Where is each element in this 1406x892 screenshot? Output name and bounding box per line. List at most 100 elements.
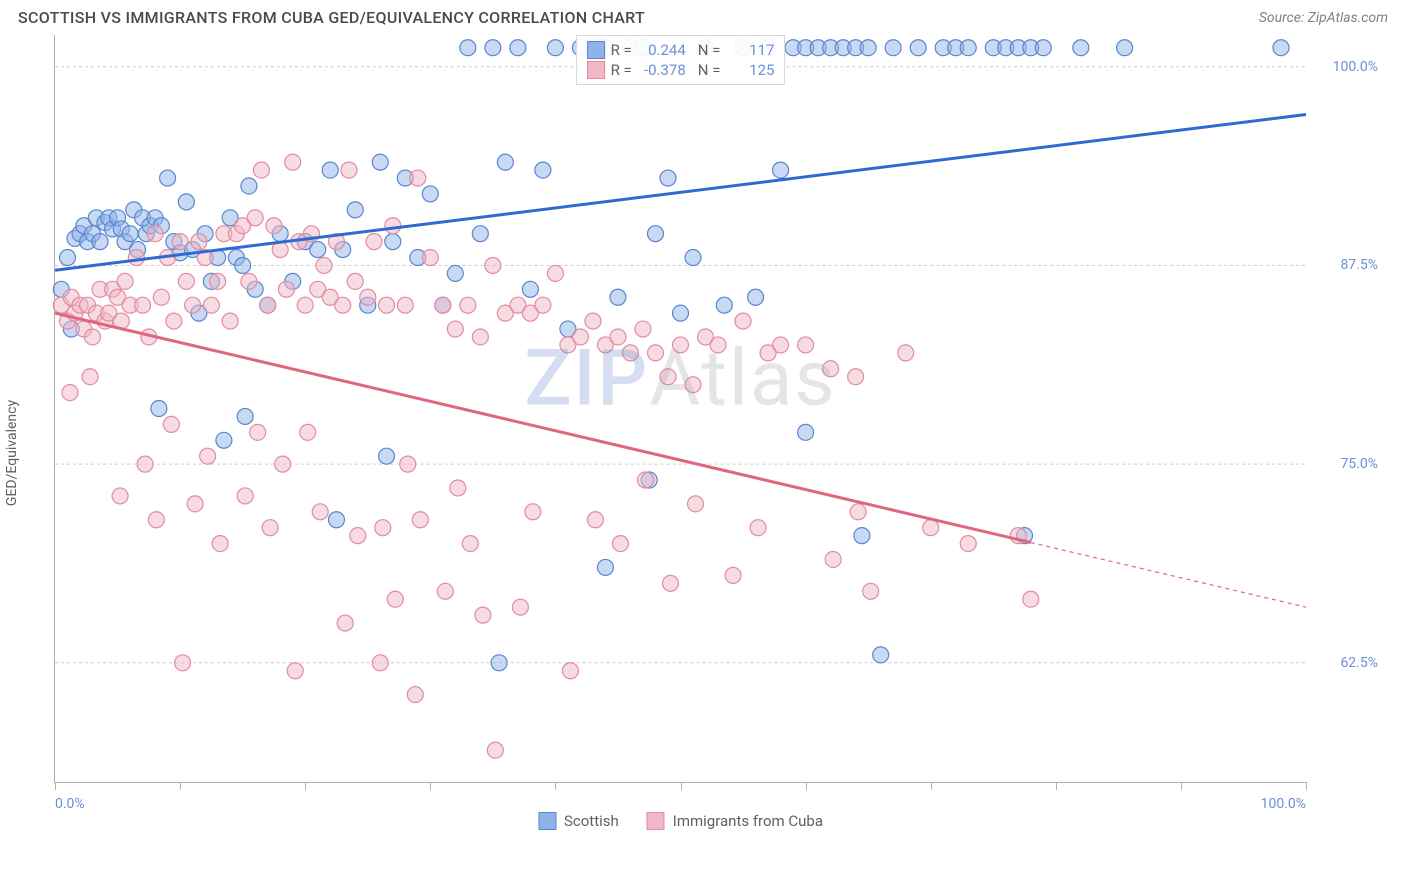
scatter-point: [163, 416, 179, 432]
scatter-point: [748, 289, 764, 305]
legend-r-value: -0.378: [638, 61, 686, 79]
scatter-point: [137, 456, 153, 472]
scatter-point: [128, 250, 144, 266]
scatter-point: [510, 40, 526, 56]
scatter-point: [237, 408, 253, 424]
scatter-point: [316, 257, 332, 273]
scatter-point: [366, 234, 382, 250]
scatter-point: [472, 226, 488, 242]
scatter-point: [335, 297, 351, 313]
scatter-point: [547, 265, 563, 281]
scatter-point: [823, 361, 839, 377]
y-axis-label: GED/Equivalency: [4, 400, 20, 506]
scatter-point: [60, 250, 76, 266]
scatter-point: [435, 297, 451, 313]
scatter-point: [410, 170, 426, 186]
chart-title: SCOTTISH VS IMMIGRANTS FROM CUBA GED/EQU…: [18, 8, 645, 27]
scatter-point: [662, 575, 678, 591]
scatter-point: [212, 536, 228, 552]
legend-n-value: 117: [726, 41, 774, 59]
x-tick: [55, 782, 56, 790]
scatter-point: [522, 281, 538, 297]
scatter-point: [160, 170, 176, 186]
y-tick-label: 100.0%: [1333, 59, 1378, 75]
scatter-point: [525, 504, 541, 520]
scatter-point: [216, 432, 232, 448]
scatter-point: [960, 536, 976, 552]
scatter-point: [487, 742, 503, 758]
scatter-point: [178, 273, 194, 289]
scatter-point: [773, 162, 789, 178]
scatter-point: [660, 369, 676, 385]
scatter-point: [300, 424, 316, 440]
plot-svg: [55, 35, 1306, 782]
x-tick: [806, 782, 807, 790]
scatter-point: [412, 512, 428, 528]
scatter-point: [798, 424, 814, 440]
scatter-point: [1073, 40, 1089, 56]
scatter-point: [685, 377, 701, 393]
scatter-point: [1023, 591, 1039, 607]
x-tick: [1306, 782, 1307, 790]
scatter-point: [235, 257, 251, 273]
legend-n-label: N =: [698, 61, 721, 79]
scatter-point: [185, 297, 201, 313]
scatter-point: [773, 337, 789, 353]
scatter-point: [610, 329, 626, 345]
scatter-point: [854, 528, 870, 544]
scatter-point: [341, 162, 357, 178]
scatter-point: [610, 289, 626, 305]
scatter-point: [873, 647, 889, 663]
scatter-point: [1117, 40, 1133, 56]
scatter-point: [287, 663, 303, 679]
scatter-point: [260, 297, 276, 313]
legend-r-label: R =: [611, 61, 632, 79]
scatter-point: [379, 297, 395, 313]
regression-line: [55, 114, 1306, 270]
scatter-point: [85, 329, 101, 345]
scatter-point: [637, 472, 653, 488]
legend-row: R =0.244 N =117: [587, 40, 775, 60]
scatter-point: [312, 504, 328, 520]
scatter-point: [347, 202, 363, 218]
scatter-point: [166, 313, 182, 329]
scatter-point: [222, 313, 238, 329]
scatter-point: [497, 154, 513, 170]
scatter-point: [203, 297, 219, 313]
scatter-point: [923, 520, 939, 536]
series-legend: ScottishImmigrants from Cuba: [538, 812, 823, 830]
x-tick-label: 0.0%: [55, 796, 85, 812]
scatter-point: [685, 250, 701, 266]
x-tick: [681, 782, 682, 790]
scatter-point: [572, 329, 588, 345]
x-tick: [931, 782, 932, 790]
scatter-point: [372, 655, 388, 671]
scatter-point: [247, 210, 263, 226]
series-legend-label: Immigrants from Cuba: [673, 812, 823, 830]
scatter-point: [535, 297, 551, 313]
scatter-point: [716, 297, 732, 313]
scatter-point: [397, 297, 413, 313]
scatter-point: [535, 162, 551, 178]
scatter-point: [122, 226, 138, 242]
regression-line-extrapolated: [1031, 542, 1306, 607]
scatter-point: [112, 488, 128, 504]
scatter-point: [347, 273, 363, 289]
scatter-point: [688, 496, 704, 512]
scatter-point: [647, 226, 663, 242]
scatter-point: [191, 234, 207, 250]
scatter-point: [350, 528, 366, 544]
scatter-point: [485, 257, 501, 273]
scatter-point: [750, 520, 766, 536]
scatter-point: [460, 297, 476, 313]
scatter-point: [337, 615, 353, 631]
scatter-point: [253, 162, 269, 178]
scatter-point: [491, 655, 507, 671]
scatter-point: [710, 337, 726, 353]
scatter-point: [447, 265, 463, 281]
scatter-point: [422, 250, 438, 266]
plot-area: ZIPAtlas R =0.244 N =117R =-0.378 N =125…: [54, 35, 1306, 783]
scatter-point: [547, 40, 563, 56]
scatter-point: [447, 321, 463, 337]
legend-n-label: N =: [698, 41, 721, 59]
